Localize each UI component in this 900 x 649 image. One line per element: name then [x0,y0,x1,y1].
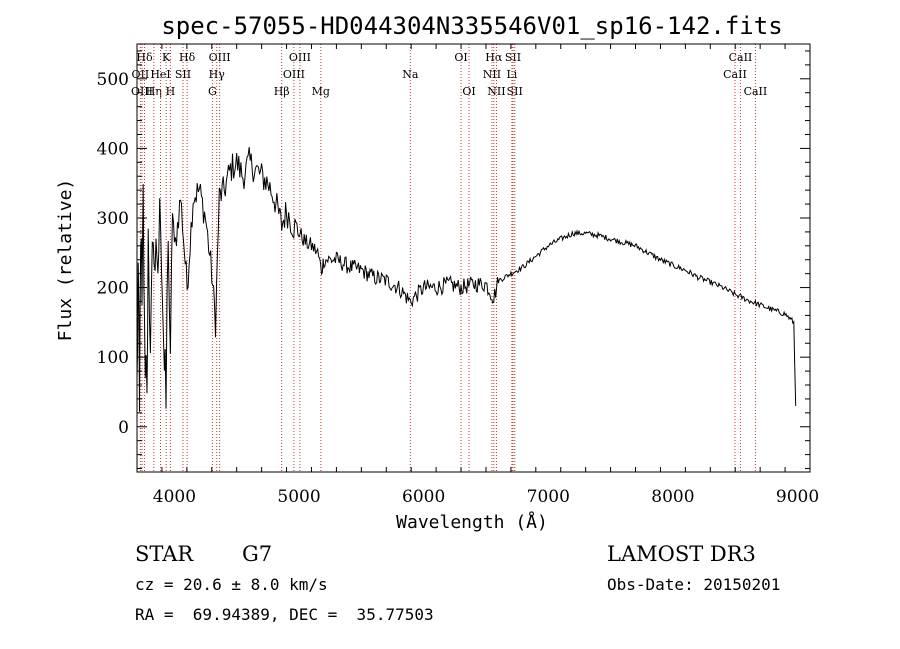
x-axis: 4000 5000 6000 7000 8000 9000 [136,44,819,507]
x-tick-label-4000: 4000 [153,487,196,507]
spectral-line-label-26: CaII [723,68,747,81]
spectral-line-label-6: H [166,85,176,98]
spectral-line-label-20: NII [483,68,501,81]
spectral-line-label-14: OIII [289,51,311,64]
y-tick-label-300: 300 [97,209,129,229]
spectral-line-label-23: Li [506,68,517,81]
spectral-line-label-2: OIII [131,85,153,98]
spectral-line-label-22: SII [505,51,521,64]
spectral-line-label-11: G [208,85,217,98]
y-tick-label-500: 500 [97,70,129,90]
spectral-line-label-7: SII [175,68,191,81]
object-class: STAR [135,542,194,566]
y-tick-label-400: 400 [97,139,129,159]
spectral-line-label-17: OI [454,51,467,64]
spectral-line-label-0: Hδ [136,51,153,64]
spectral-line-label-21: NII [487,85,505,98]
spectral-line-label-18: OI [462,85,475,98]
spectral-line-label-10: Hγ [209,68,226,81]
spectral-line-label-9: OIII [209,51,231,64]
object-subclass: G7 [242,542,272,566]
redshift-text: cz = 20.6 ± 8.0 km/s [135,575,328,594]
plot-frame [136,43,811,473]
y-axis-label: Flux (relative) [55,179,76,342]
spectral-line-label-25: CaII [729,51,753,64]
observation-date: Obs-Date: 20150201 [607,575,780,594]
y-tick-label-0: 0 [118,418,129,438]
spectral-line-label-27: CaII [744,85,768,98]
y-tick-label-100: 100 [97,348,129,368]
spectrum-line [136,147,797,412]
x-tick-label-8000: 8000 [651,487,694,507]
x-tick-label-9000: 9000 [776,487,819,507]
spectrum-series [136,147,797,412]
x-tick-label-5000: 5000 [277,487,320,507]
chart-title: spec-57055-HD044304N335546V01_sp16-142.f… [161,12,782,40]
spectral-line-label-1: OII [132,68,150,81]
spectral-line-label-4: K [162,51,171,64]
spectral-line-label-15: Mg [312,85,330,98]
spectral-line-label-5: HeI [150,68,170,81]
x-tick-label-6000: 6000 [402,487,445,507]
spectral-line-label-12: Hβ [274,85,290,98]
x-axis-label: Wavelength (Å) [396,511,548,533]
spectral-line-label-13: OIII [283,68,305,81]
spectral-line-label-24: SII [507,85,523,98]
y-tick-label-200: 200 [97,279,129,299]
spectral-line-label-8: Hδ [179,51,196,64]
spectral-line-label-19: Hα [485,51,503,64]
y-axis: 0 100 200 300 400 500 [97,50,810,470]
spectral-line-label-3: Hη [146,85,162,98]
coordinates-text: RA = 69.94389, DEC = 35.77503 [135,605,434,624]
spectral-line-label-16: Na [402,68,419,81]
survey-name: LAMOST DR3 [607,542,756,566]
x-tick-label-7000: 7000 [527,487,570,507]
